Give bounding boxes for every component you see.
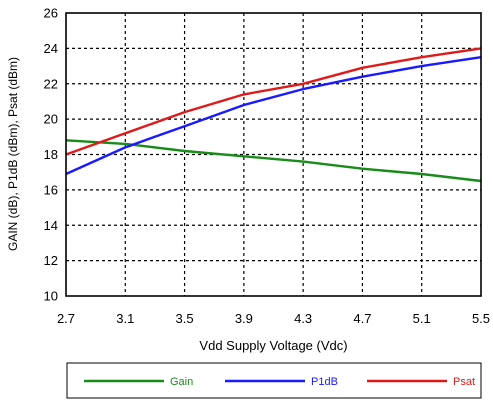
y-tick-label: 26 bbox=[44, 6, 58, 21]
y-tick-label: 16 bbox=[44, 182, 58, 197]
series-lines bbox=[65, 47, 482, 183]
y-tick-label: 22 bbox=[44, 76, 58, 91]
legend-label-p1db: P1dB bbox=[311, 376, 338, 388]
x-tick-label: 4.3 bbox=[294, 311, 312, 326]
y-tick-label: 20 bbox=[44, 112, 58, 127]
x-tick-label: 3.9 bbox=[235, 311, 253, 326]
x-tick-label: 5.1 bbox=[413, 311, 431, 326]
series-line-p1db bbox=[65, 56, 482, 176]
y-tick-label: 14 bbox=[44, 218, 58, 233]
legend-label-psat: Psat bbox=[453, 376, 475, 388]
grid bbox=[66, 13, 481, 296]
plot-frame bbox=[65, 12, 482, 297]
x-tick-labels: 2.7 3.1 3.5 3.9 4.3 4.7 5.1 5.5 bbox=[57, 311, 490, 326]
legend-label-gain: Gain bbox=[170, 376, 193, 388]
y-tick-labels: 10 12 14 16 18 20 22 24 26 bbox=[44, 6, 58, 304]
x-tick-label: 5.5 bbox=[472, 311, 490, 326]
y-axis-label: GAIN (dB), P1dB (dBm), Psat (dBm) bbox=[6, 57, 20, 251]
y-tick-label: 18 bbox=[44, 147, 58, 162]
x-tick-label: 3.5 bbox=[176, 311, 194, 326]
y-tick-label: 24 bbox=[44, 41, 58, 56]
x-tick-label: 2.7 bbox=[57, 311, 75, 326]
x-tick-label: 3.1 bbox=[116, 311, 134, 326]
legend-items: Gain P1dB Psat bbox=[84, 376, 475, 388]
legend bbox=[66, 362, 482, 399]
y-tick-label: 10 bbox=[44, 289, 58, 304]
x-axis-label: Vdd Supply Voltage (Vdc) bbox=[199, 338, 347, 353]
x-tick-label: 4.7 bbox=[353, 311, 371, 326]
series-line-psat bbox=[65, 47, 482, 156]
y-tick-label: 12 bbox=[44, 253, 58, 268]
